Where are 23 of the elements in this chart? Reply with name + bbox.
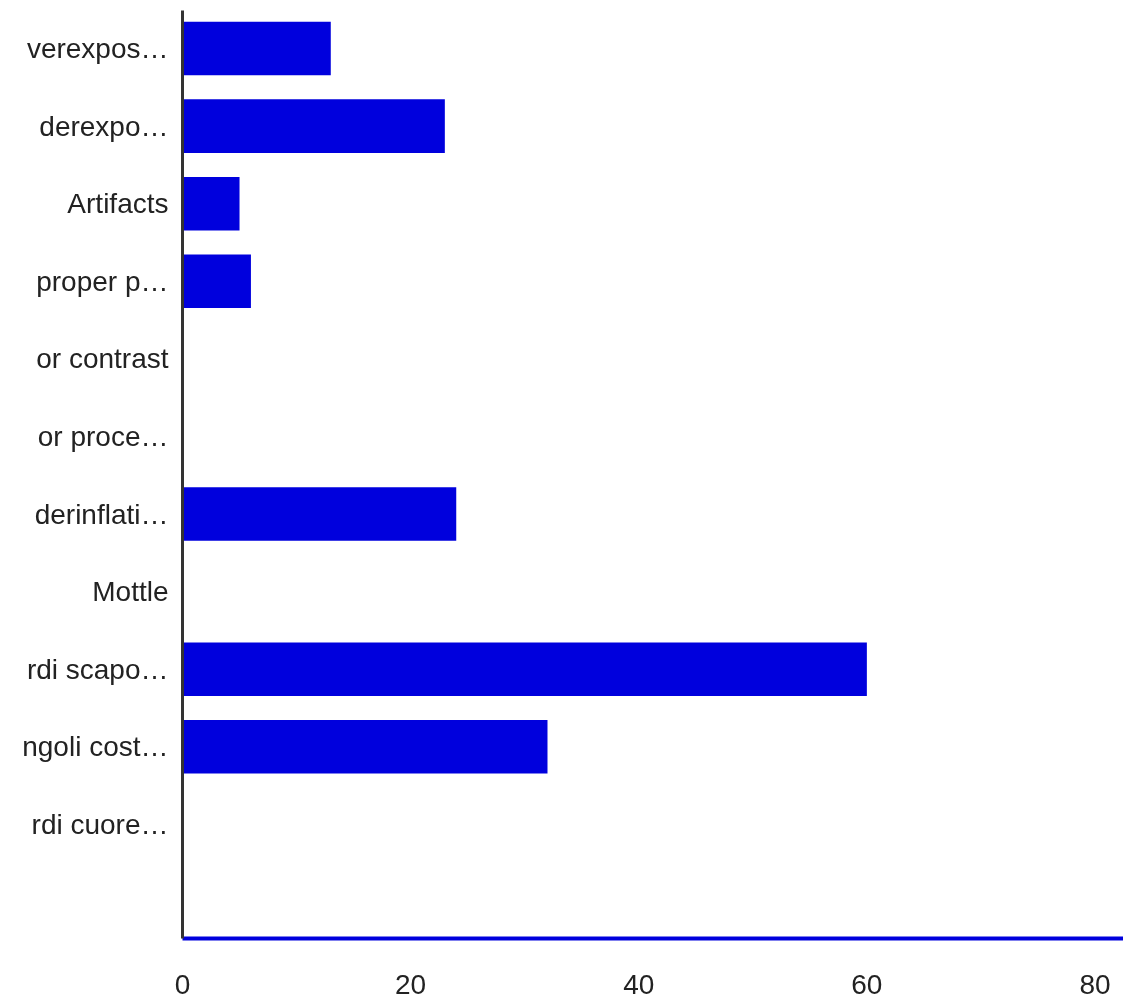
bar xyxy=(182,487,457,541)
y-tick-label: verexpos… xyxy=(26,33,169,65)
y-tick-label: proper p… xyxy=(36,265,169,297)
x-tick-label: 80 xyxy=(1079,968,1111,996)
y-tick-label: rdi cuore… xyxy=(31,808,169,840)
y-tick-label: or contrast xyxy=(36,343,169,375)
x-tick-label: 0 xyxy=(174,968,191,996)
y-tick-label: derinflati… xyxy=(34,498,169,530)
bar xyxy=(182,21,331,76)
bar xyxy=(182,720,548,774)
y-tick-label: ngoli cost… xyxy=(22,731,169,763)
bar xyxy=(182,176,240,231)
bar xyxy=(182,99,445,153)
bar xyxy=(182,642,867,697)
y-tick-label: Artifacts xyxy=(67,188,169,220)
y-tick-label: derexpo… xyxy=(39,110,169,142)
y-tick-label: rdi scapo… xyxy=(26,653,169,685)
x-tick-label: 20 xyxy=(395,968,427,996)
x-tick-label: 40 xyxy=(623,968,655,996)
y-tick-label: or proce… xyxy=(37,420,169,452)
bar xyxy=(182,254,251,309)
y-tick-label: Mottle xyxy=(92,576,169,608)
x-tick-label: 60 xyxy=(851,968,883,996)
